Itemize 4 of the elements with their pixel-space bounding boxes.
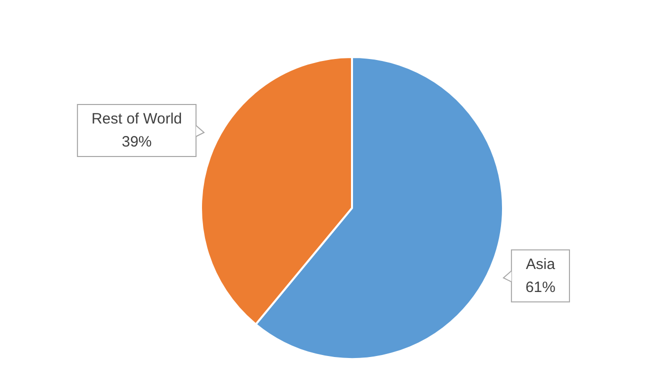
data-label: 39%: [122, 134, 152, 151]
slice-label: Rest of World: [91, 110, 182, 128]
data-label: 61%: [525, 278, 556, 296]
slice-label: Asia: [526, 256, 556, 273]
